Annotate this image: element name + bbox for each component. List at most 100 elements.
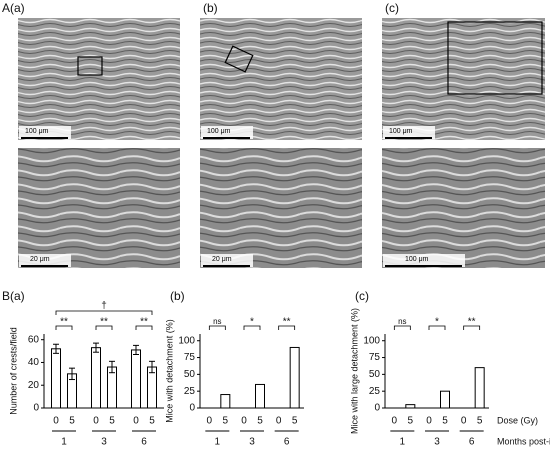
dose-label: 0 [392,416,398,427]
zoom-box [447,21,543,95]
zoom-box [77,56,103,76]
micrograph [18,18,180,140]
dose-label: 5 [223,416,229,427]
scale-label: 20 μm [212,256,232,263]
group-label: 6 [141,437,147,448]
sig-label: * [250,317,254,328]
group-label: 1 [400,437,406,448]
scale-bg [201,254,253,267]
scale-bg [19,254,71,267]
dose-label: 0 [276,416,282,427]
sig-label: * [435,317,439,328]
micrograph [382,148,545,268]
sig-label: ** [468,317,476,328]
y-tick-label: 25 [369,386,381,397]
bar [405,404,416,409]
y-tick-label: 100 [178,335,195,346]
chart-title: (b) [170,289,185,303]
zoom-box [224,45,254,73]
micrograph [18,148,180,268]
y-axis-label: Mice with large detachment (%) [349,308,359,434]
bar [289,346,300,409]
y-tick-label: 0 [33,403,39,414]
dose-label: 0 [241,416,247,427]
bar [474,367,485,409]
scale-label: 20 μm [30,256,50,263]
dose-label: 5 [477,416,483,427]
y-tick-label: 50 [184,369,196,380]
bar [51,348,61,409]
scale-bars: 100 μm 100 μm 100 μm 20 μm 20 μm 100 μm [19,126,465,267]
dose-label: 5 [257,416,263,427]
sig-bracket [428,325,446,330]
scale-label: 100 μm [25,128,49,135]
y-tick-label: 75 [184,352,196,363]
y-axis-label: Number of crests/field [8,327,18,415]
group-label: 1 [61,437,67,448]
y-tick-label: 20 [28,380,40,391]
x-axis-label: Dose (Gy) [497,415,538,425]
y-tick-label: 0 [374,403,380,414]
scale-label: 100 μm [207,128,231,135]
bar [440,390,450,409]
y-tick-label: 40 [28,357,40,368]
group-label: 3 [101,437,107,448]
sig-label: ** [140,317,148,328]
dose-label: 5 [292,416,298,427]
dose-label: 0 [207,416,213,427]
bar [255,383,265,409]
bar [220,394,231,409]
panel-label: A(a) [2,1,25,15]
sig-bracket [243,325,261,330]
bar [131,349,141,409]
dose-label: 0 [426,416,432,427]
group-label: 1 [215,437,221,448]
group-label: 6 [284,437,290,448]
y-tick-label: 100 [363,335,380,346]
sig-bracket [278,325,296,330]
dose-label: 0 [461,416,467,427]
sig-label: ** [283,317,291,328]
panel-label: (c) [385,1,399,15]
y-tick-label: 50 [369,369,381,380]
y-tick-label: 25 [184,386,196,397]
y-axis-label: Mice with detachment (%) [164,319,174,423]
y-tick-label: 75 [369,352,381,363]
trend-label: † [101,301,107,312]
sig-bracket [463,325,481,330]
dose-label: 5 [69,416,75,427]
dose-label: 0 [53,416,59,427]
sig-label: ns [398,317,406,326]
bar [91,347,101,409]
sig-label: ns [213,317,221,326]
group-label: 3 [249,437,255,448]
sig-bracket [135,325,153,330]
micrograph [200,18,362,140]
dose-label: 5 [109,416,115,427]
scale-label: 100 μm [389,128,413,135]
scale-bg [383,126,435,139]
scale-label: 100 μm [405,256,429,263]
dose-label: 5 [149,416,155,427]
sig-bracket [393,325,411,330]
scale-bg [19,126,71,139]
scale-bg [201,126,253,139]
y-tick-label: 60 [28,334,40,345]
scale-bg [383,254,465,267]
sig-label: ** [100,317,108,328]
y-tick-label: 0 [189,403,195,414]
dose-label: 0 [133,416,139,427]
chart-title: (c) [355,289,369,303]
group-label: 6 [469,437,475,448]
trend-bracket [55,310,153,315]
group-label: 3 [434,437,440,448]
dose-label: 5 [408,416,414,427]
micrograph [382,18,545,140]
chart-title: B(a) [2,289,25,303]
dose-label: 0 [93,416,99,427]
micrograph [200,148,362,268]
sig-bracket [208,325,226,330]
sig-bracket [95,325,113,330]
sig-label: ** [60,317,68,328]
